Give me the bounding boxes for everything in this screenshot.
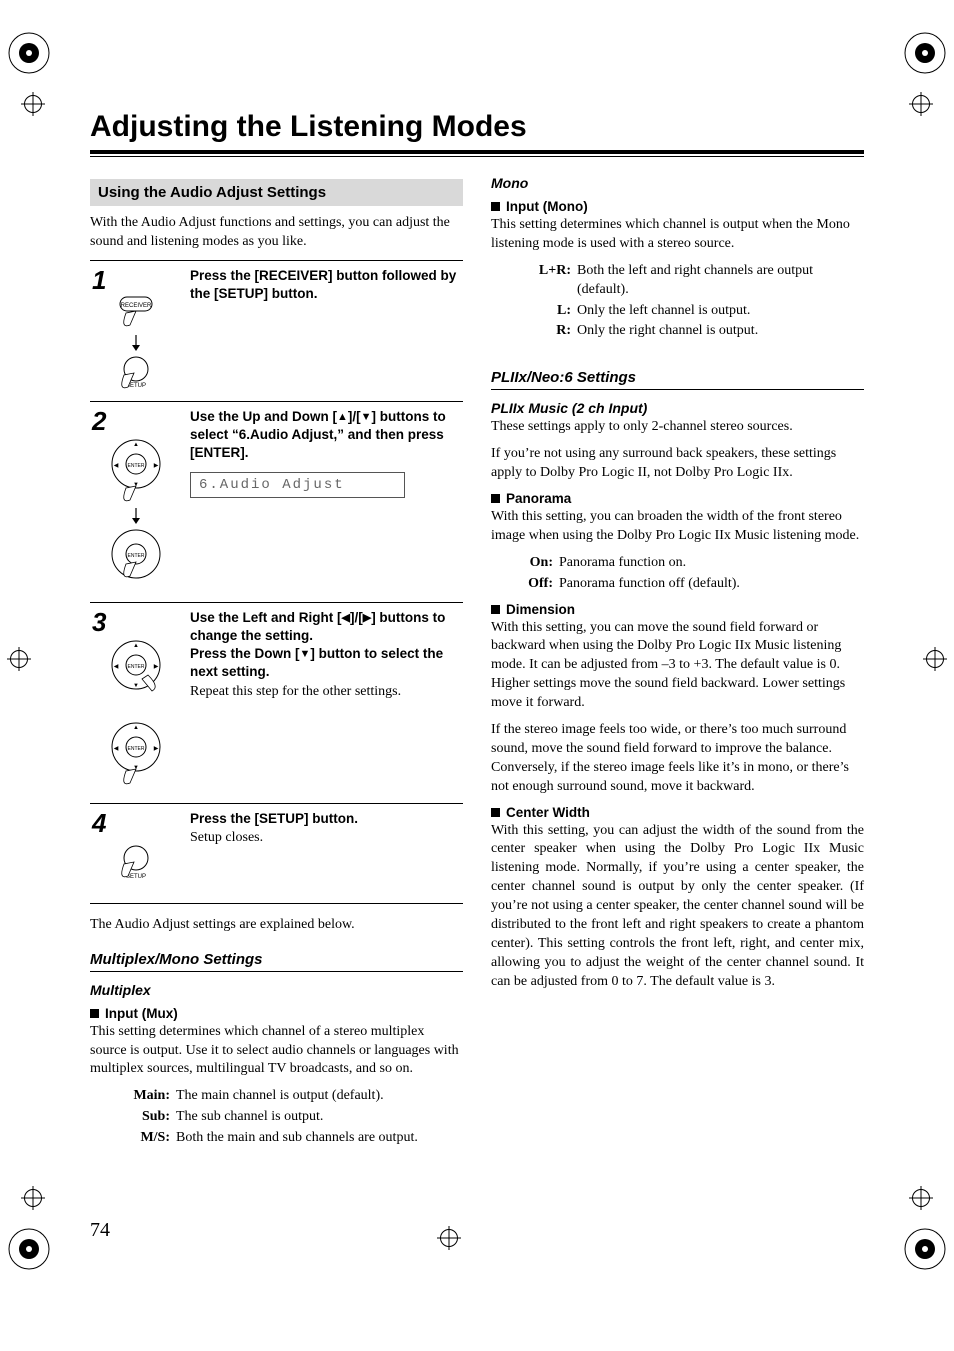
step-instruction: Press the Down [▼] button to select the … [190, 645, 463, 681]
term: R: [519, 322, 571, 341]
definition: Both the main and sub channels are outpu… [176, 1129, 463, 1148]
body-text: This setting determines which channel of… [90, 1023, 463, 1080]
right-arrow-icon: ▶ [363, 612, 371, 624]
svg-text:▶: ▶ [154, 463, 159, 469]
svg-text:▼: ▼ [133, 683, 139, 689]
page-title: Adjusting the Listening Modes [90, 110, 864, 144]
definition: The main channel is output (default). [176, 1087, 463, 1106]
svg-text:◀: ◀ [114, 664, 119, 670]
svg-text:RECEIVER: RECEIVER [121, 303, 152, 309]
svg-text:▲: ▲ [133, 725, 139, 731]
step-subtext: Repeat this step for the other settings. [190, 684, 463, 700]
svg-text:ENTER: ENTER [128, 553, 145, 559]
body-text: With this setting, you can adjust the wi… [491, 822, 864, 992]
heading-pliix-neo6: PLIIx/Neo:6 Settings [491, 369, 864, 390]
body-text: With this setting, you can broaden the w… [491, 508, 864, 546]
heading-pliix-music: PLIIx Music (2 ch Input) [491, 400, 864, 416]
title-rule [90, 156, 864, 157]
svg-text:◀: ◀ [114, 463, 119, 469]
svg-text:▶: ▶ [154, 746, 159, 752]
definition-list: On: Panorama function on. Off: Panorama fu… [519, 554, 864, 594]
term: L: [519, 302, 571, 321]
svg-text:▶: ▶ [154, 664, 159, 670]
body-text: These settings apply to only 2-channel s… [491, 418, 864, 437]
svg-text:ENTER: ENTER [128, 664, 145, 670]
step-illustration: ENTER ▲ ▼ ◀ ▶ ENTER [90, 434, 182, 596]
step-3: 3 ENTER ▲ ▼ ◀ ▶ ENTER ▲ [90, 602, 463, 797]
step-1: 1 RECEIVER SETUP Press the [RECEIVER [90, 260, 463, 395]
svg-text:ENTER: ENTER [128, 746, 145, 752]
step-4: 4 SETUP Press the [SETUP] button. Setup … [90, 803, 463, 904]
heading-multiplex: Multiplex [90, 982, 463, 998]
heading-center-width: Center Width [491, 805, 864, 820]
definition-list: L+R:Both the left and right channels are… [519, 262, 864, 342]
body-text: If the stereo image feels too wide, or t… [491, 721, 864, 797]
term: L+R: [519, 262, 571, 300]
heading-mono: Mono [491, 175, 864, 191]
heading-panorama: Panorama [491, 491, 864, 506]
svg-text:▲: ▲ [133, 643, 139, 649]
definition: Panorama function off (default). [559, 575, 864, 594]
svg-text:◀: ◀ [114, 746, 119, 752]
definition: Both the left and right channels are out… [577, 262, 864, 300]
intro-paragraph: With the Audio Adjust functions and sett… [90, 214, 463, 252]
svg-text:▲: ▲ [133, 442, 139, 448]
up-arrow-icon: ▲ [337, 411, 348, 423]
definition-list: Main: The main channel is output (default… [118, 1087, 463, 1148]
title-rule [90, 150, 864, 154]
step-illustration: ENTER ▲ ▼ ◀ ▶ ENTER ▲ ▼ ◀ ▶ [90, 635, 182, 797]
body-text: If you’re not using any surround back sp… [491, 445, 864, 483]
term: Sub: [118, 1108, 170, 1127]
definition: The sub channel is output. [176, 1108, 463, 1127]
step-number: 2 [90, 408, 182, 434]
step-number: 4 [90, 810, 182, 836]
step-number: 1 [90, 267, 182, 293]
left-arrow-icon: ◀ [342, 612, 350, 624]
heading-dimension: Dimension [491, 602, 864, 617]
after-steps-text: The Audio Adjust settings are explained … [90, 916, 463, 935]
svg-text:ENTER: ENTER [128, 463, 145, 469]
step-subtext: Setup closes. [190, 830, 463, 846]
body-text: With this setting, you can move the soun… [491, 619, 864, 713]
term: On: [519, 554, 553, 573]
down-arrow-icon: ▼ [300, 648, 311, 660]
down-arrow-icon: ▼ [361, 411, 372, 423]
section-heading-audio-adjust: Using the Audio Adjust Settings [90, 179, 463, 206]
step-illustration: RECEIVER SETUP [90, 293, 182, 395]
definition: Only the left channel is output. [577, 302, 864, 321]
svg-text:SETUP: SETUP [126, 874, 146, 880]
heading-multiplex-mono: Multiplex/Mono Settings [90, 951, 463, 972]
step-instruction: Press the [SETUP] button. [190, 810, 463, 828]
body-text: This setting determines which channel is… [491, 216, 864, 254]
step-number: 3 [90, 609, 182, 635]
step-instruction: Press the [RECEIVER] button followed by … [190, 267, 463, 303]
page-number: 74 [90, 1219, 864, 1242]
term: M/S: [118, 1129, 170, 1148]
step-instruction: Use the Left and Right [◀]/[▶] buttons t… [190, 609, 463, 645]
step-illustration: SETUP [90, 836, 182, 893]
lcd-display: 6.Audio Adjust [190, 472, 405, 498]
definition: Panorama function on. [559, 554, 864, 573]
step-2: 2 ENTER ▲ ▼ ◀ ▶ E [90, 401, 463, 596]
term: Main: [118, 1087, 170, 1106]
heading-input-mono: Input (Mono) [491, 199, 864, 214]
definition: Only the right channel is output. [577, 322, 864, 341]
step-instruction: Use the Up and Down [▲]/[▼] buttons to s… [190, 408, 463, 463]
heading-input-mux: Input (Mux) [90, 1006, 463, 1021]
term: Off: [519, 575, 553, 594]
